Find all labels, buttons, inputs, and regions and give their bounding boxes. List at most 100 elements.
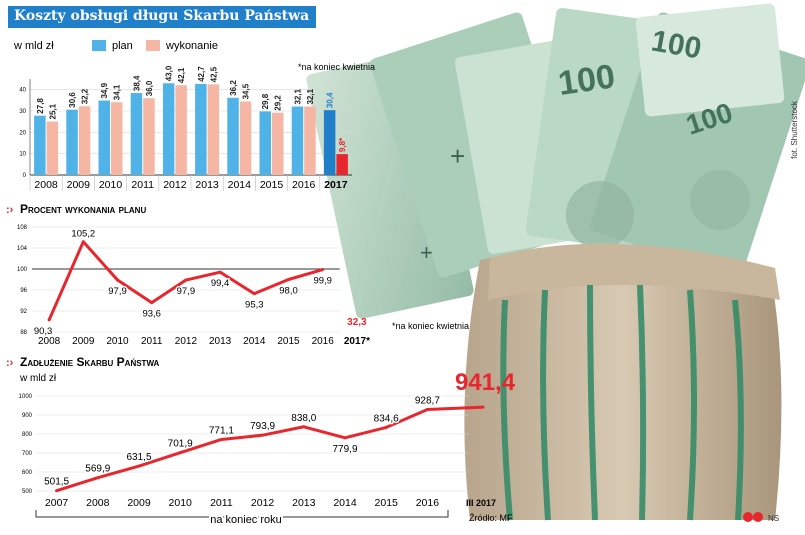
debt-y-tick: 600: [22, 470, 33, 476]
bar-wykonanie: [175, 85, 187, 175]
bar-value-label: 36,0: [145, 80, 154, 96]
percent-y-tick: 100: [17, 267, 28, 273]
debt-x-labels: 2007 2008 2009 2010 2011 2012 2013 2014 2015 2016…: [45, 497, 496, 509]
debt-y-tick: 1000: [19, 394, 33, 400]
percent-y-tick: 92: [20, 309, 27, 315]
bar-wykonanie: [304, 106, 316, 175]
bar-wykonanie: [272, 112, 284, 175]
bar-x-tick: 2017: [324, 179, 348, 191]
bar-y-tick: 0: [23, 173, 27, 179]
debt-x-tick: 2010: [169, 497, 193, 509]
debt-x-tick: 2008: [86, 497, 110, 509]
title-bar: Koszty obsługi długu Skarbu Państwa: [8, 6, 316, 28]
debt-value-label: 779,9: [332, 444, 357, 455]
debt-bullet: :›: [6, 357, 14, 369]
debt-point: [481, 405, 485, 409]
percent-value-label: 97,9: [177, 286, 196, 297]
debt-marks: 501,5 569,9 631,5 701,9 771,1 793,9 838,0 779,9…: [43, 369, 516, 493]
bar-footnote: *na koniec kwietnia: [298, 62, 375, 72]
debt-point: [96, 476, 100, 480]
percent-value-label: 90,3: [34, 326, 53, 337]
debt-value-label: 701,9: [168, 439, 193, 450]
bar-wykonanie: [336, 154, 348, 175]
debt-y-tick: 500: [22, 489, 33, 495]
debt-title: Zadłużenie Skarbu Państwa: [20, 355, 160, 369]
debt-series-line: [56, 405, 484, 493]
bar-value-label: 32,2: [81, 88, 90, 104]
bar-value-label: 42,1: [177, 67, 186, 83]
debt-final-value: 941,4: [455, 369, 516, 396]
percent-x-tick: 2013: [209, 336, 232, 347]
debt-point: [178, 451, 182, 455]
bar-x-tick: 2009: [67, 179, 91, 191]
debt-x-tick: 2014: [333, 497, 357, 509]
bar-plan: [291, 106, 304, 175]
percent-value-label: 105,2: [71, 229, 95, 240]
debt-value-label: 928,7: [415, 396, 440, 407]
percent-point: [47, 318, 51, 322]
percent-y-tick: 96: [20, 288, 27, 294]
legend-wykonanie-swatch: [146, 40, 160, 51]
debt-x-tick: 2007: [45, 497, 69, 509]
bar-value-label: 29,8: [261, 93, 270, 109]
percent-x-tick: 2016: [312, 336, 335, 347]
bar-chart: w mld zł plan wykonanie *na koniec kwiet…: [13, 40, 375, 191]
bar-unit-label: w mld zł: [13, 40, 54, 52]
bar-x-tick: 2014: [228, 179, 252, 191]
debt-point: [137, 464, 141, 468]
bar-x-tick: 2015: [260, 179, 284, 191]
percent-point: [218, 270, 222, 274]
debt-point: [384, 425, 388, 429]
debt-value-label: 793,9: [250, 421, 275, 432]
percent-bullet: :›: [6, 204, 14, 216]
debt-value-label: 631,5: [126, 452, 151, 463]
percent-marks: 90,3 105,2 97,9 93,6 97,9 99,4 95,3 98,0 99,9 32,…: [32, 227, 367, 338]
year-end-bracket-label: na koniec roku: [210, 514, 282, 526]
bar-x-tick: 2010: [99, 179, 123, 191]
bar-value-label: 29,2: [274, 95, 283, 111]
percent-x-tick: 2012: [175, 336, 198, 347]
svg-text:+: +: [420, 240, 433, 265]
debt-x-tick: 2013: [292, 497, 316, 509]
bar-wykonanie: [78, 106, 91, 175]
bar-x-tick: 2016: [292, 179, 316, 191]
percent-value-label: 99,9: [313, 276, 332, 287]
percent-x-tick: 2010: [106, 336, 129, 347]
percent-point: [252, 292, 256, 296]
debt-x-tick: 2016: [416, 497, 440, 509]
bar-x-tick: 2013: [195, 179, 219, 191]
bar-wykonanie: [111, 102, 123, 175]
percent-value-label: 98,0: [279, 286, 298, 297]
debt-value-label: 569,9: [85, 464, 110, 475]
percent-point: [184, 278, 188, 282]
debt-y-tick: 900: [22, 413, 33, 419]
percent-point: [321, 268, 325, 272]
bar-value-label: 25,1: [48, 103, 57, 119]
bar-value-label: 43,0: [165, 65, 174, 81]
bar-value-label: 42,7: [197, 66, 206, 82]
photo-credit: fot. Shutterstock: [790, 100, 799, 159]
percent-value-label: 95,3: [245, 300, 264, 311]
percent-chart: :› Procent wykonania planu *na koniec kw…: [6, 202, 469, 347]
bar-value-label: 42,5: [209, 66, 218, 82]
percent-y-tick: 108: [17, 225, 28, 231]
bar-marks: 27,8 25,1 30,6 32,2 34,9 34,1 38,4 36,0 43,0 42,1…: [34, 65, 348, 175]
legend-plan-label: plan: [112, 40, 133, 52]
bar-y-tick: 30: [19, 109, 26, 115]
debt-chart: :› Zadłużenie Skarbu Państwa w mld zł 50…: [6, 355, 516, 528]
bar-value-label: 30,4: [326, 92, 335, 108]
debt-point: [219, 437, 223, 441]
debt-x-tick: III 2017: [466, 498, 496, 508]
publisher-logo-text: NS: [768, 514, 779, 523]
bar-wykonanie: [143, 98, 155, 175]
debt-point: [261, 433, 265, 437]
debt-point: [343, 436, 347, 440]
debt-value-label: 771,1: [209, 425, 234, 436]
bar-plan: [130, 93, 143, 175]
svg-text:100: 100: [556, 57, 617, 103]
svg-text:+: +: [450, 141, 465, 171]
bar-y-tick: 20: [19, 130, 26, 136]
bar-x-tick: 2011: [131, 179, 154, 191]
bar-value-label: 36,2: [229, 80, 238, 96]
